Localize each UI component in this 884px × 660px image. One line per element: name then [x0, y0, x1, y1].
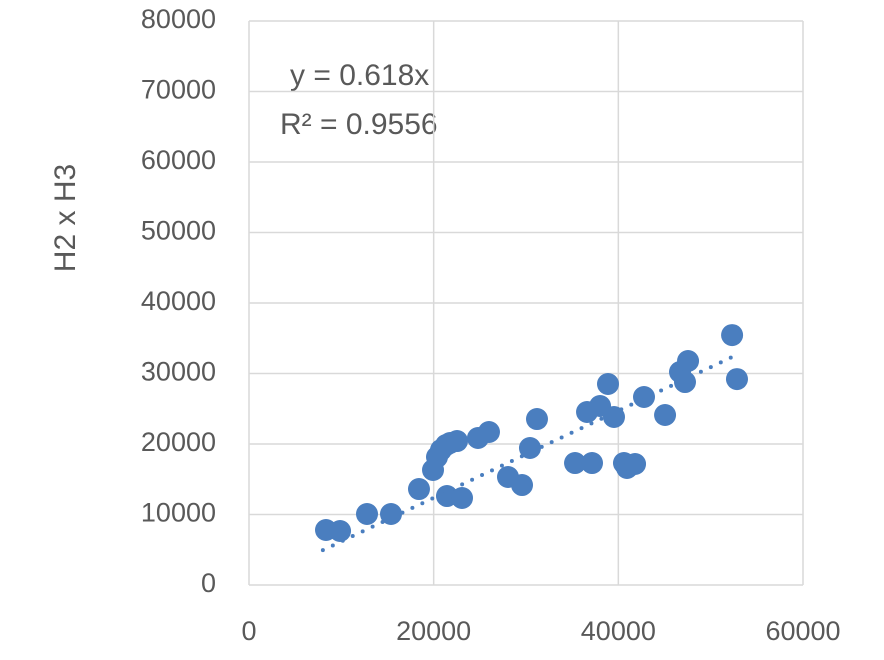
point	[633, 385, 656, 408]
point	[624, 453, 647, 476]
y-tick-label: 40000	[141, 286, 216, 316]
y-tick-label: 10000	[141, 498, 216, 528]
point	[721, 324, 744, 347]
point	[446, 430, 469, 453]
x-tick-label: 40000	[581, 616, 656, 646]
x-tick-label: 60000	[765, 616, 840, 646]
point	[564, 452, 587, 475]
point	[380, 503, 403, 526]
y-tick-label: 20000	[141, 427, 216, 457]
y-tick-label: 0	[201, 568, 216, 598]
trendline	[320, 352, 741, 553]
y-tick-label: 50000	[141, 216, 216, 246]
point	[596, 373, 619, 396]
trend-r-squared: R² = 0.9556	[280, 108, 438, 141]
x-tick-label: 0	[241, 616, 256, 646]
point	[677, 350, 700, 373]
point	[602, 405, 625, 428]
point	[673, 371, 696, 394]
point	[725, 368, 748, 391]
point	[329, 519, 352, 542]
y-axis-label: H2 x H3	[49, 164, 82, 272]
y-tick-label: 80000	[141, 4, 216, 34]
point	[525, 408, 548, 431]
point	[451, 487, 474, 510]
point	[581, 452, 604, 475]
point	[511, 474, 534, 497]
point	[654, 404, 677, 427]
y-tick-label: 70000	[141, 75, 216, 105]
x-tick-label: 20000	[396, 616, 471, 646]
point	[407, 478, 430, 501]
trend-equation: y = 0.618x	[290, 59, 429, 92]
point	[518, 437, 541, 460]
point	[356, 503, 379, 526]
y-tick-label: 60000	[141, 145, 216, 175]
y-tick-label: 30000	[141, 357, 216, 387]
point	[477, 421, 500, 444]
